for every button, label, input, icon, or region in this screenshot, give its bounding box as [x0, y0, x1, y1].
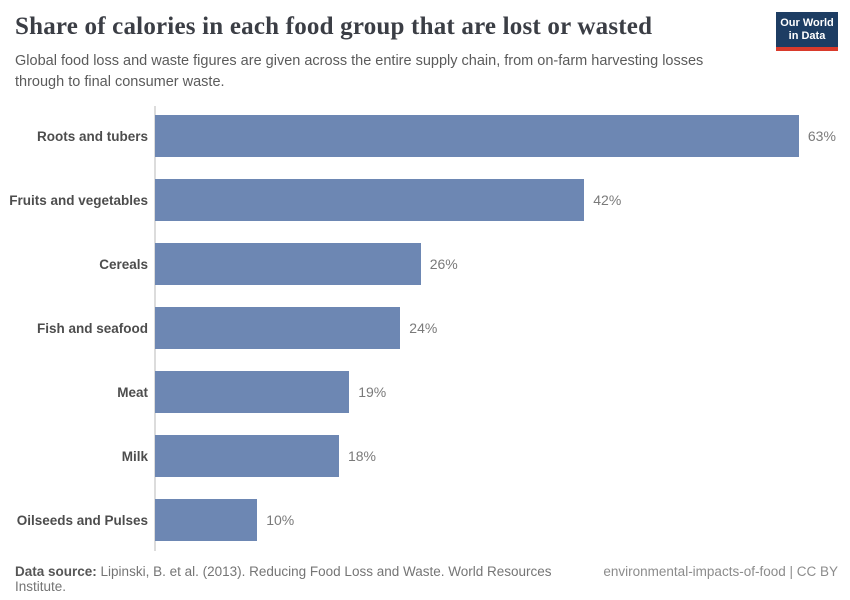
- bar-row: Roots and tubers 63%: [0, 104, 850, 168]
- bar-rows: Roots and tubers 63% Fruits and vegetables…: [0, 104, 850, 552]
- value-label: 18%: [347, 448, 376, 464]
- category-label: Milk: [121, 448, 148, 464]
- value-label: 24%: [409, 320, 438, 336]
- value-label: 26%: [429, 256, 458, 272]
- category-label: Cereals: [99, 256, 148, 272]
- bar-row: Cereals 26%: [0, 232, 850, 296]
- category-label: Fruits and vegetables: [9, 192, 148, 208]
- bar-row: Milk 18%: [0, 424, 850, 488]
- bar[interactable]: [155, 179, 585, 221]
- owid-logo[interactable]: Our World in Data: [776, 12, 838, 51]
- value-label: 42%: [593, 192, 622, 208]
- bar-row: Oilseeds and Pulses 10%: [0, 488, 850, 552]
- bar-row: Fruits and vegetables 42%: [0, 168, 850, 232]
- bar[interactable]: [155, 243, 421, 285]
- bar-track: 26%: [155, 243, 850, 285]
- category-label: Roots and tubers: [36, 128, 148, 144]
- plot-area: Roots and tubers 63% Fruits and vegetables…: [0, 104, 850, 552]
- bar-track: 42%: [155, 179, 850, 221]
- value-label: 19%: [358, 384, 387, 400]
- category-label: Fish and seafood: [36, 320, 148, 336]
- bar-row: Meat 19%: [0, 360, 850, 424]
- bar[interactable]: [155, 435, 339, 477]
- bar[interactable]: [155, 371, 350, 413]
- bar[interactable]: [155, 115, 799, 157]
- bar-track: 63%: [155, 115, 850, 157]
- category-label: Oilseeds and Pulses: [16, 512, 148, 528]
- value-label: 10%: [266, 512, 295, 528]
- credit-link[interactable]: environmental-impacts-of-food | CC BY: [603, 564, 838, 579]
- data-source-label: Data source:: [15, 564, 97, 579]
- chart-footer: Data source: Lipinski, B. et al. (2013).…: [15, 564, 838, 594]
- bar-track: 24%: [155, 307, 850, 349]
- owid-logo-line2: in Data: [788, 29, 826, 42]
- chart-subtitle: Global food loss and waste figures are g…: [15, 53, 704, 90]
- bar-track: 19%: [155, 371, 850, 413]
- bar-track: 18%: [155, 435, 850, 477]
- bar-track: 10%: [155, 499, 850, 541]
- bar[interactable]: [155, 499, 258, 541]
- category-label: Meat: [117, 384, 148, 400]
- data-source-note: Data source: Lipinski, B. et al. (2013).…: [15, 564, 603, 594]
- page-title: Share of calories in each food group tha…: [15, 13, 653, 40]
- value-label: 63%: [807, 128, 836, 144]
- bar-row: Fish and seafood 24%: [0, 296, 850, 360]
- owid-logo-line1: Our World: [780, 16, 834, 29]
- data-source-text: Lipinski, B. et al. (2013). Reducing Foo…: [15, 564, 552, 594]
- bar[interactable]: [155, 307, 401, 349]
